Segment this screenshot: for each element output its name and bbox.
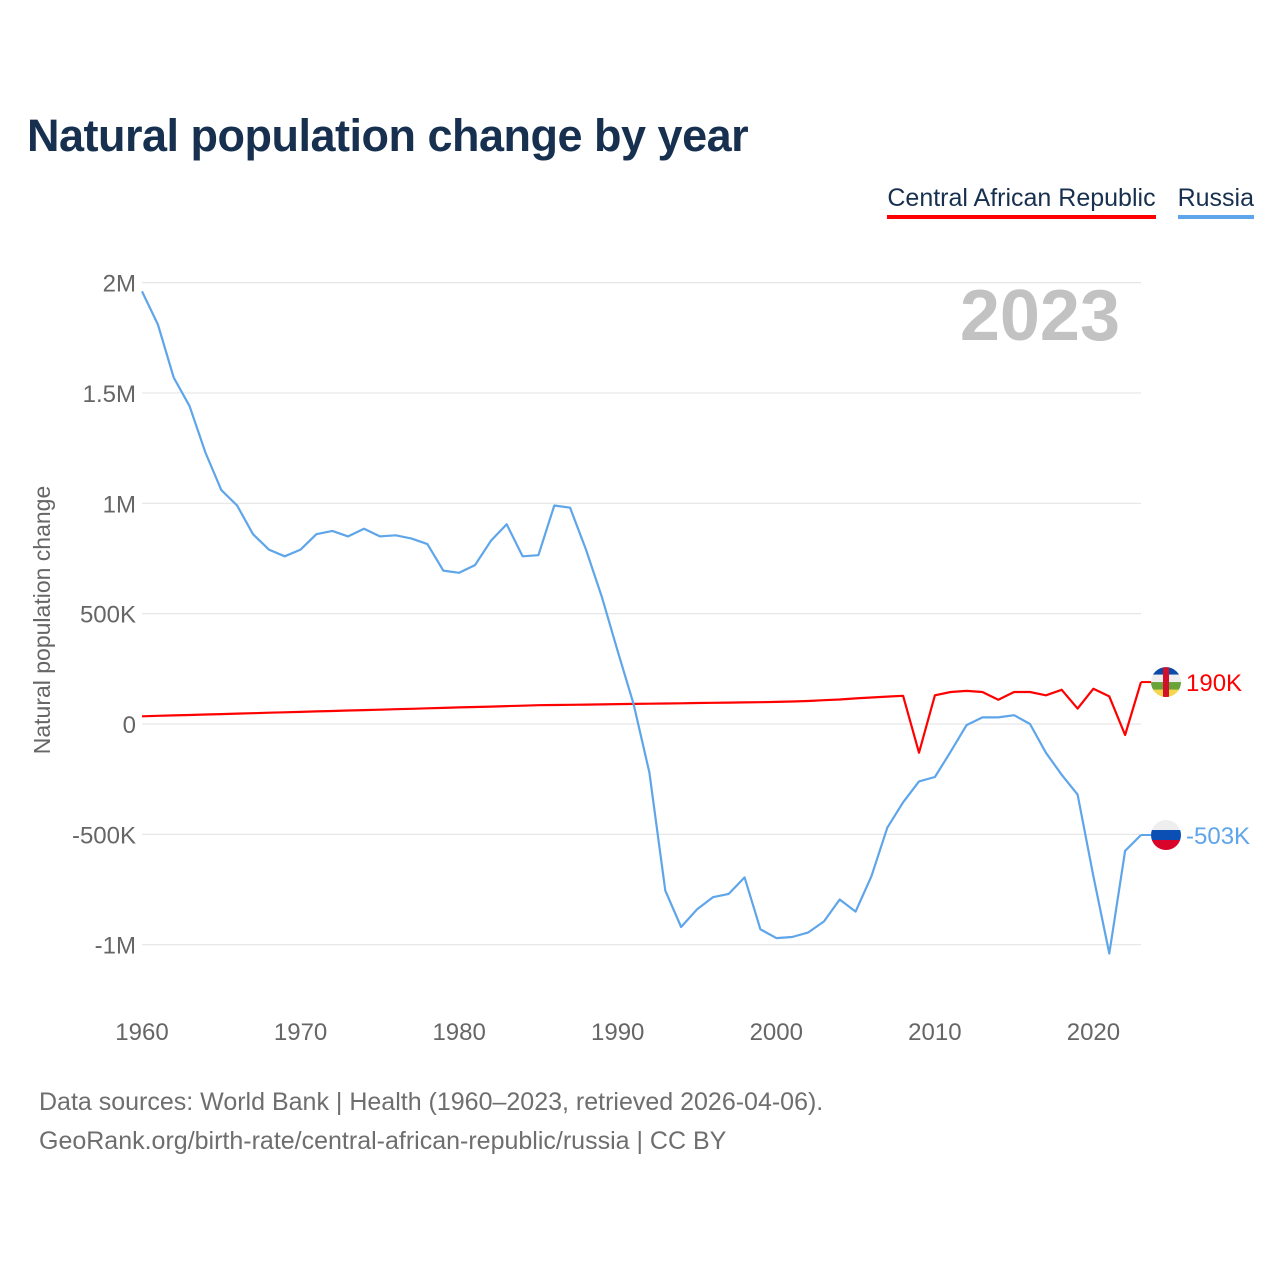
car-flag-icon [1151, 667, 1181, 698]
y-tick-label: 1M [103, 491, 136, 518]
end-value-label: 190K [1186, 670, 1242, 697]
series-line-car [141, 681, 1143, 754]
y-tick-label: 0 [123, 712, 136, 739]
x-tick-label: 1990 [591, 1019, 644, 1046]
flag-stripe [1151, 820, 1181, 831]
flag-stripe [1151, 830, 1181, 841]
end-value-label: -503K [1186, 823, 1250, 850]
y-tick-label: -1M [95, 933, 136, 960]
flag-stripe [1163, 667, 1169, 698]
legend-item-russia[interactable]: Russia [1177, 184, 1254, 219]
y-tick-label: 500K [80, 602, 136, 629]
x-tick-label: 1970 [274, 1019, 327, 1046]
y-tick-label: 1.5M [83, 381, 136, 408]
footer-sources: Data sources: World Bank | Health (1960–… [39, 1088, 824, 1116]
x-tick-label: 2000 [750, 1019, 803, 1046]
flag-stripe [1151, 840, 1181, 851]
legend: Central African Republic Russia [887, 184, 1254, 219]
x-tick-label: 2020 [1067, 1019, 1120, 1046]
chart-title: Natural population change by year [27, 110, 749, 161]
series-line-russia [141, 290, 1142, 955]
y-axis-label: Natural population change [29, 486, 55, 755]
footer-link[interactable]: GeoRank.org/birth-rate/central-african-r… [39, 1127, 727, 1155]
y-tick-label: 2M [103, 271, 136, 298]
x-tick-label: 1980 [432, 1019, 485, 1046]
x-tick-label: 1960 [115, 1019, 168, 1046]
year-watermark: 2023 [960, 276, 1120, 356]
legend-item-car[interactable]: Central African Republic [887, 184, 1156, 219]
x-tick-label: 2010 [908, 1019, 961, 1046]
russia-flag-icon [1151, 820, 1181, 851]
y-tick-label: -500K [72, 822, 136, 849]
